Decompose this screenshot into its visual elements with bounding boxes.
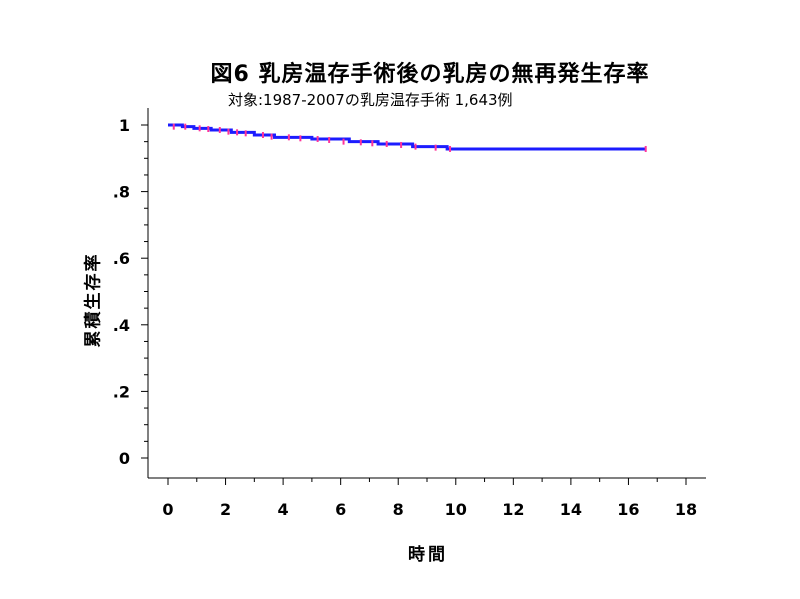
x-tick-label: 16 xyxy=(617,500,639,519)
x-tick-label: 8 xyxy=(393,500,404,519)
ticks: 0 2 4 6 8 10 12 14 16 18 0 .2 .4 .6 .8 1 xyxy=(113,116,697,519)
x-axis-label: 時間 xyxy=(408,545,448,565)
y-tick-label: .2 xyxy=(113,382,130,401)
y-tick-label: .4 xyxy=(113,316,130,335)
survival-curve xyxy=(168,123,646,151)
chart-subtitle: 対象:1987-2007の乳房温存手術 1,643例 xyxy=(228,91,513,109)
y-tick-label: .8 xyxy=(113,183,130,202)
x-tick-label: 4 xyxy=(278,500,289,519)
y-tick-label: 1 xyxy=(119,116,130,135)
x-tick-label: 14 xyxy=(560,500,582,519)
axes xyxy=(147,108,706,479)
x-tick-label: 6 xyxy=(335,500,346,519)
series-layer xyxy=(168,123,646,151)
x-tick-label: 18 xyxy=(675,500,697,519)
chart-title: 図6 乳房温存手術後の乳房の無再発生存率 xyxy=(210,62,650,87)
x-tick-label: 0 xyxy=(162,500,173,519)
x-tick-label: 10 xyxy=(445,500,467,519)
y-tick-label: 0 xyxy=(119,449,130,468)
x-tick-label: 12 xyxy=(502,500,524,519)
censor-marks xyxy=(172,123,647,152)
y-tick-label: .6 xyxy=(113,249,130,268)
x-tick-label: 2 xyxy=(220,500,231,519)
